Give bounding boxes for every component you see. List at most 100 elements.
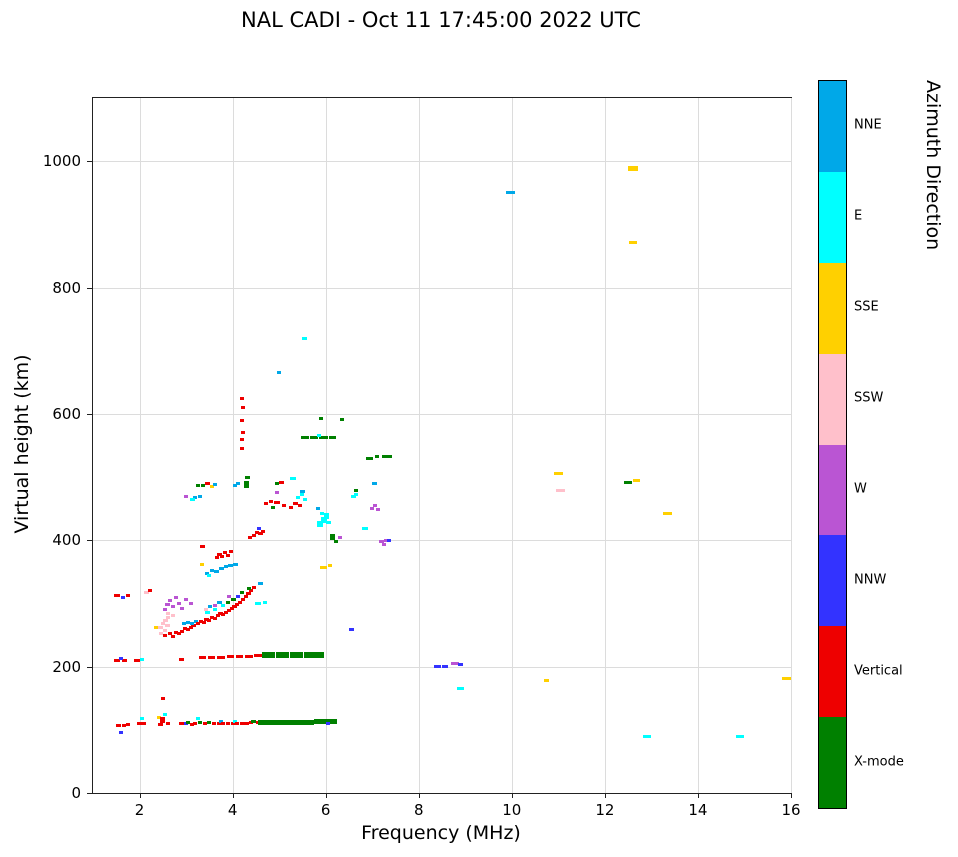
gridline-horizontal bbox=[93, 413, 791, 415]
x-axis-tick bbox=[139, 793, 141, 798]
data-point bbox=[223, 610, 229, 614]
data-point bbox=[217, 655, 225, 659]
data-point bbox=[186, 628, 191, 632]
data-point bbox=[183, 722, 189, 725]
data-point bbox=[209, 569, 215, 573]
data-point bbox=[139, 716, 144, 720]
data-point bbox=[180, 607, 185, 610]
data-point bbox=[139, 658, 144, 662]
colorbar-label-nne: NNE bbox=[854, 117, 882, 133]
data-point bbox=[354, 492, 359, 496]
data-point bbox=[173, 631, 178, 635]
data-point bbox=[232, 720, 238, 724]
data-point bbox=[248, 535, 253, 539]
data-point bbox=[118, 656, 123, 660]
data-point bbox=[163, 619, 168, 622]
data-point bbox=[374, 455, 380, 459]
data-point bbox=[125, 594, 130, 598]
data-point bbox=[353, 489, 358, 493]
y-axis-tick bbox=[87, 413, 92, 415]
data-point bbox=[163, 633, 168, 637]
data-point bbox=[179, 722, 184, 725]
data-point bbox=[300, 719, 315, 725]
data-point bbox=[276, 651, 290, 658]
data-point bbox=[319, 511, 325, 515]
data-point bbox=[202, 722, 207, 725]
data-point bbox=[191, 624, 196, 628]
colorbar-segment-e bbox=[819, 171, 846, 263]
data-point bbox=[163, 629, 168, 633]
data-point bbox=[229, 607, 234, 610]
data-point bbox=[214, 570, 220, 574]
data-point bbox=[281, 504, 286, 508]
data-point bbox=[370, 507, 375, 511]
data-point bbox=[348, 628, 354, 632]
x-axis-tick bbox=[697, 793, 699, 798]
data-point bbox=[236, 595, 241, 598]
data-point bbox=[158, 625, 163, 629]
data-point bbox=[183, 494, 189, 498]
x-axis-tick bbox=[604, 793, 606, 798]
data-point bbox=[217, 601, 222, 605]
data-point bbox=[201, 620, 206, 624]
data-point bbox=[387, 455, 392, 459]
gridline-vertical bbox=[697, 98, 699, 793]
data-point bbox=[329, 534, 336, 541]
data-point bbox=[249, 589, 254, 593]
data-point bbox=[243, 481, 250, 489]
data-point bbox=[326, 521, 331, 525]
data-point bbox=[118, 731, 123, 735]
data-point bbox=[156, 715, 162, 719]
data-point bbox=[176, 632, 182, 636]
data-point bbox=[642, 734, 651, 738]
data-point bbox=[137, 722, 142, 725]
data-point bbox=[277, 371, 282, 375]
colorbar-label-ssw: SSW bbox=[854, 390, 884, 406]
data-point bbox=[237, 600, 243, 604]
data-point bbox=[183, 627, 188, 631]
data-point bbox=[316, 433, 321, 437]
data-point bbox=[239, 418, 244, 422]
data-point bbox=[180, 629, 185, 633]
data-point bbox=[337, 535, 342, 539]
data-point bbox=[339, 418, 345, 422]
colorbar-labels: NNE E SSE SSW W NNW Vertical X-mode bbox=[854, 80, 924, 807]
data-point bbox=[208, 605, 213, 609]
data-point bbox=[386, 538, 392, 542]
data-point bbox=[181, 622, 186, 626]
data-point bbox=[628, 240, 637, 244]
data-point bbox=[279, 480, 284, 484]
data-point bbox=[147, 589, 152, 593]
data-point bbox=[623, 480, 633, 484]
data-point bbox=[506, 191, 515, 195]
data-point bbox=[170, 605, 176, 609]
data-point bbox=[168, 598, 173, 602]
data-point bbox=[318, 417, 324, 421]
data-point bbox=[190, 497, 195, 501]
data-point bbox=[195, 716, 200, 720]
y-tick-label: 200 bbox=[52, 657, 81, 676]
data-point bbox=[329, 436, 336, 440]
data-point bbox=[199, 545, 206, 549]
x-tick-label: 16 bbox=[781, 801, 801, 819]
x-axis-label: Frequency (MHz) bbox=[361, 822, 521, 844]
colorbar-title: Azimuth Direction bbox=[922, 80, 944, 251]
gridline-vertical bbox=[604, 98, 606, 793]
data-point bbox=[160, 717, 166, 724]
data-point bbox=[319, 436, 328, 440]
colorbar-label-sse: SSE bbox=[854, 299, 879, 315]
data-point bbox=[226, 595, 231, 598]
data-point bbox=[167, 632, 172, 636]
data-point bbox=[207, 721, 212, 725]
data-point bbox=[226, 608, 231, 612]
data-point bbox=[212, 604, 217, 608]
y-axis-tick bbox=[87, 540, 92, 542]
data-point bbox=[300, 436, 309, 440]
data-point bbox=[303, 497, 308, 501]
colorbar-segment-nnw bbox=[819, 535, 846, 627]
data-point bbox=[735, 734, 744, 738]
data-point bbox=[160, 622, 165, 626]
data-point bbox=[553, 472, 563, 476]
gridline-vertical bbox=[511, 98, 513, 793]
data-point bbox=[204, 617, 209, 621]
